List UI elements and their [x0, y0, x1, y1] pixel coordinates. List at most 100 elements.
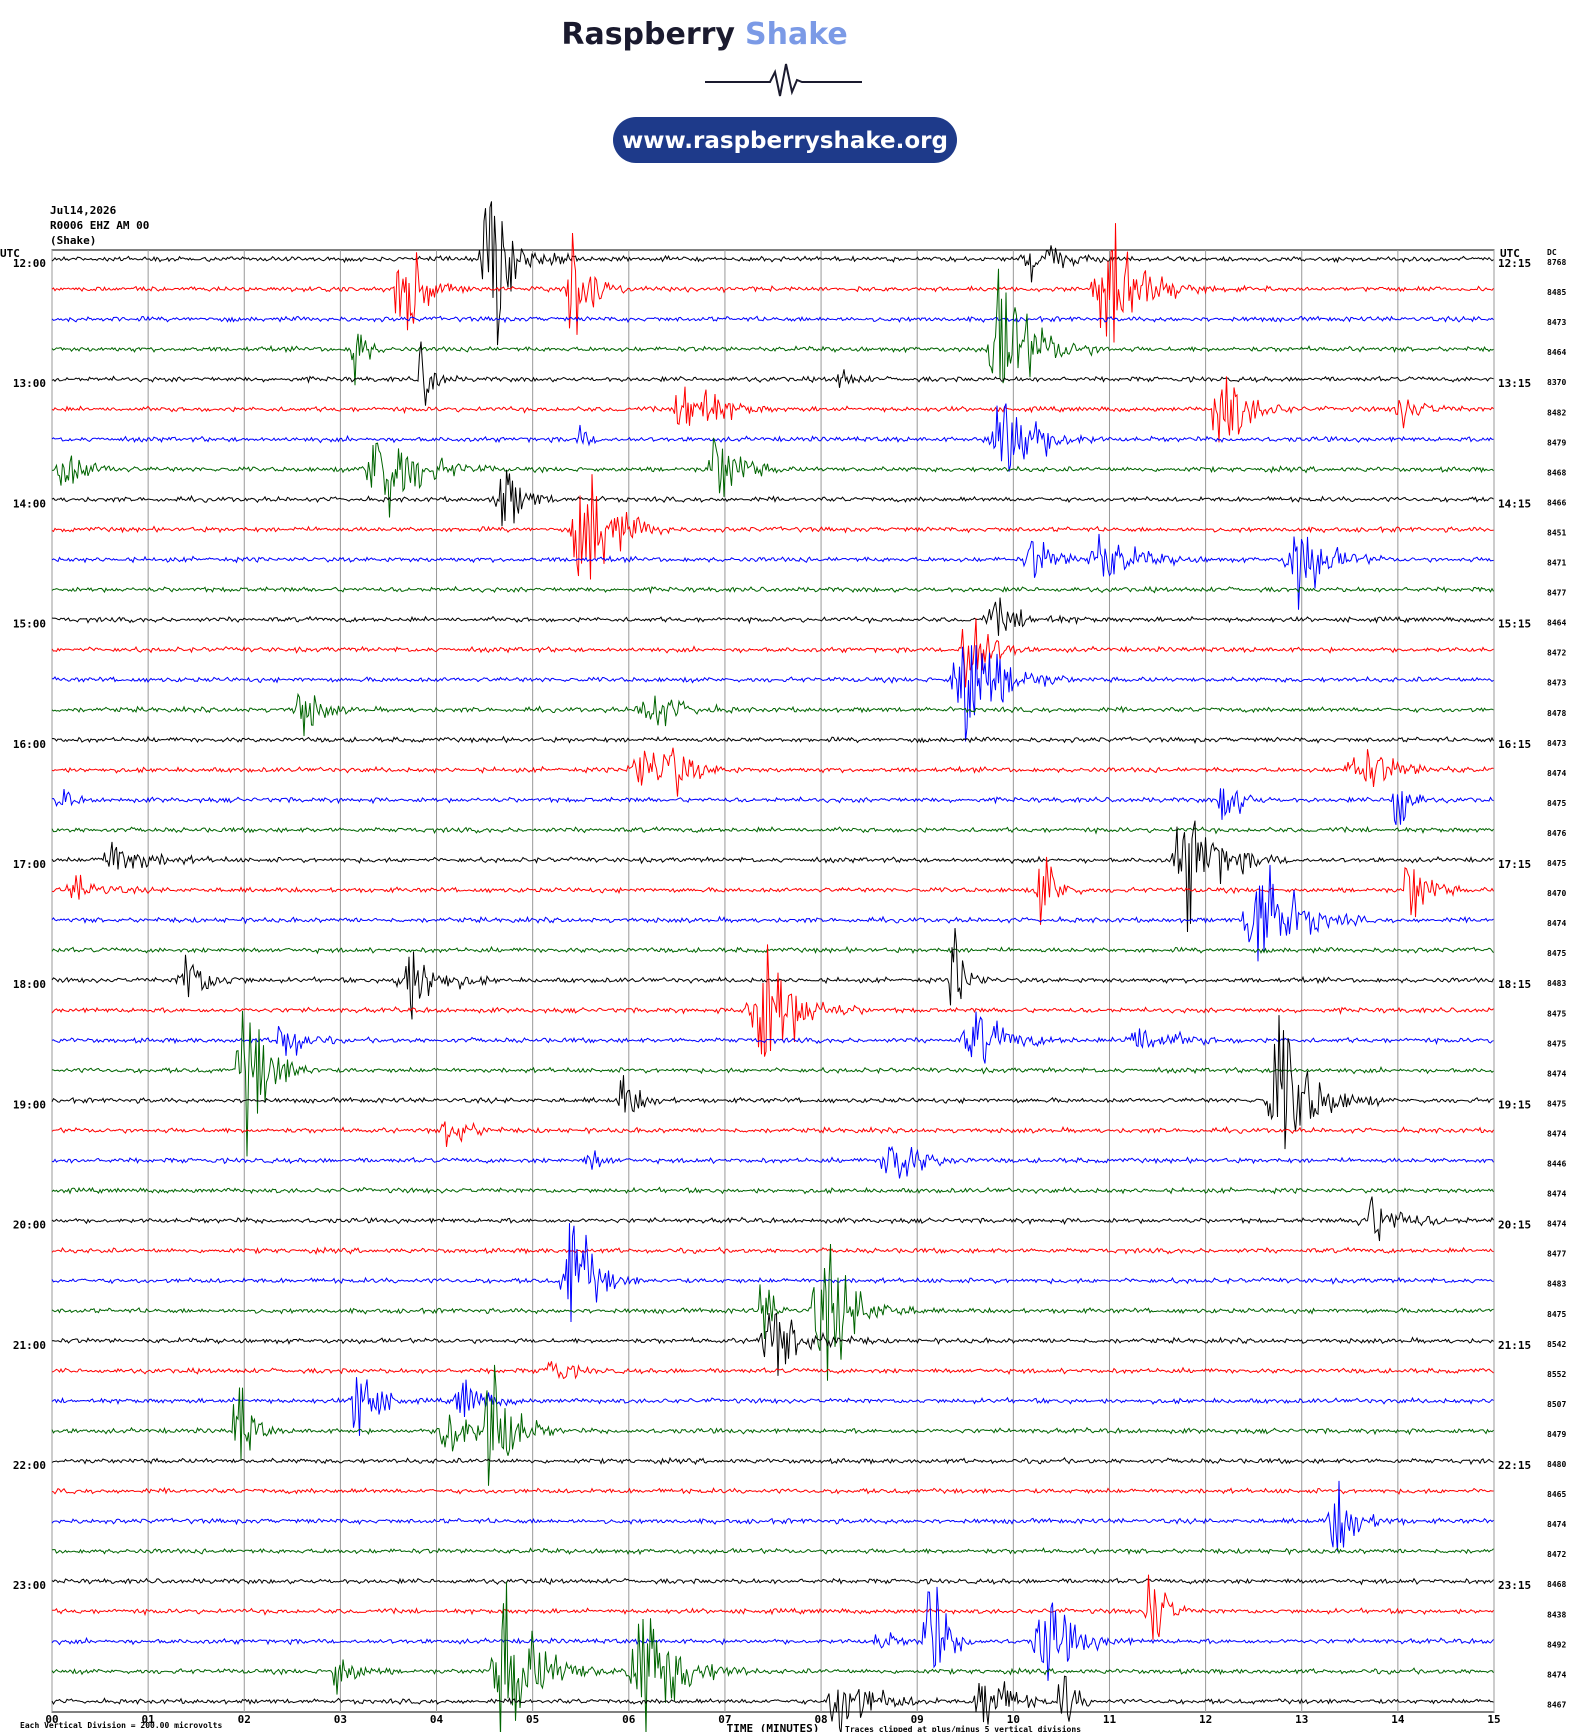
- dc-value: 8479: [1547, 1430, 1566, 1439]
- trace: [51, 1196, 1494, 1242]
- dc-value: 8473: [1547, 739, 1566, 748]
- trace: [51, 1377, 1494, 1436]
- trace: [51, 864, 1494, 962]
- trace: [51, 1675, 1494, 1732]
- x-tick-label: 10: [1007, 1713, 1020, 1726]
- footnote: Traces clipped at plus/minus 5 vertical …: [845, 1724, 1081, 1732]
- left-time-label: 16:00: [13, 738, 46, 751]
- dc-value: 8474: [1547, 1190, 1566, 1199]
- dc-value: 8474: [1547, 769, 1566, 778]
- left-time-label: 14:00: [13, 497, 46, 510]
- dc-value: 8473: [1547, 318, 1566, 327]
- dc-value: 8474: [1547, 1670, 1566, 1679]
- trace: [51, 315, 1494, 324]
- trace: [51, 788, 1494, 826]
- trace: [51, 820, 1494, 933]
- right-time-label: 15:15: [1498, 618, 1531, 631]
- dc-value: 8474: [1547, 1220, 1566, 1229]
- x-tick-label: 03: [334, 1713, 347, 1726]
- trace: [51, 1312, 1494, 1376]
- dc-value: 8474: [1547, 1129, 1566, 1138]
- right-time-label: 16:15: [1498, 738, 1531, 751]
- trace: [51, 437, 1494, 518]
- right-time-label: 22:15: [1498, 1459, 1531, 1472]
- dc-value: 8477: [1547, 589, 1566, 598]
- brand-accent: Shake: [745, 17, 848, 52]
- dc-value: 8542: [1547, 1340, 1566, 1349]
- dc-value: 8438: [1547, 1610, 1566, 1619]
- dc-value: 8470: [1547, 889, 1566, 898]
- left-time-label: 22:00: [13, 1459, 46, 1472]
- dc-value: 8474: [1547, 1069, 1566, 1078]
- dc-value: 8468: [1547, 1580, 1566, 1589]
- dc-value: 8476: [1547, 829, 1566, 838]
- dc-value: 8768: [1547, 258, 1566, 267]
- trace: [51, 692, 1494, 737]
- trace: [51, 735, 1494, 744]
- trace: [51, 856, 1494, 925]
- left-time-label: 13:00: [13, 377, 46, 390]
- x-tick-label: 00: [45, 1713, 58, 1726]
- right-time-label: 19:15: [1498, 1098, 1531, 1111]
- x-tick-label: 11: [1103, 1713, 1117, 1726]
- dc-value: 8471: [1547, 559, 1566, 568]
- dc-value: 8473: [1547, 679, 1566, 688]
- x-tick-label: 08: [814, 1713, 827, 1726]
- x-tick-label: 09: [911, 1713, 924, 1726]
- brand: Raspberry: [561, 17, 735, 52]
- dc-value: 8507: [1547, 1400, 1566, 1409]
- left-time-label: 12:00: [13, 257, 46, 270]
- dc-value: 8474: [1547, 1520, 1566, 1529]
- trace: [51, 1547, 1494, 1556]
- right-time-label: 12:15: [1498, 257, 1531, 270]
- dc-value: 8464: [1547, 348, 1566, 357]
- dc-value: 8483: [1547, 979, 1566, 988]
- x-axis-title: TIME (MINUTES): [727, 1722, 820, 1732]
- left-time-label: 18:00: [13, 978, 46, 991]
- x-tick-label: 05: [526, 1713, 539, 1726]
- trace: [51, 1586, 1494, 1681]
- dc-value: 8466: [1547, 498, 1566, 507]
- left-time-label: 23:00: [13, 1579, 46, 1592]
- trace: [51, 1361, 1494, 1380]
- trace: [51, 618, 1494, 688]
- dc-value: 8475: [1547, 1310, 1566, 1319]
- x-tick-label: 13: [1295, 1713, 1308, 1726]
- trace: [51, 1486, 1494, 1495]
- trace: [51, 1577, 1494, 1586]
- trace: [51, 1186, 1494, 1195]
- dc-value: 8482: [1547, 408, 1566, 417]
- dc-title: DC: [1547, 248, 1557, 257]
- right-time-label: 13:15: [1498, 377, 1531, 390]
- trace: [51, 474, 1494, 580]
- dc-value: 8467: [1547, 1700, 1566, 1709]
- trace: [51, 376, 1494, 443]
- trace: [51, 533, 1494, 610]
- trace: [51, 945, 1494, 955]
- trace: [51, 597, 1494, 636]
- trace: [51, 585, 1494, 595]
- x-tick-label: 06: [622, 1713, 636, 1726]
- trace: [51, 1243, 1494, 1381]
- trace: [51, 1015, 1494, 1150]
- trace: [51, 928, 1494, 1020]
- dc-value: 8479: [1547, 438, 1566, 447]
- trace: [51, 1364, 1494, 1486]
- dc-value: 8464: [1547, 619, 1566, 628]
- dc-value: 8474: [1547, 919, 1566, 928]
- url: www.raspberryshake.org: [622, 128, 948, 154]
- trace: [51, 268, 1494, 386]
- dc-value: 8475: [1547, 1039, 1566, 1048]
- trace: [52, 645, 1494, 742]
- dc-value: 8451: [1547, 528, 1566, 537]
- right-time-label: 21:15: [1498, 1339, 1531, 1352]
- right-time-label: 20:15: [1498, 1219, 1531, 1232]
- dc-value: 8446: [1547, 1160, 1566, 1169]
- dc-value: 8485: [1547, 288, 1566, 297]
- trace: [51, 1480, 1494, 1552]
- dc-value: 8472: [1547, 1550, 1566, 1559]
- dc-value: 8478: [1547, 709, 1566, 718]
- right-time-label: 14:15: [1498, 497, 1531, 510]
- trace: [51, 1581, 1494, 1732]
